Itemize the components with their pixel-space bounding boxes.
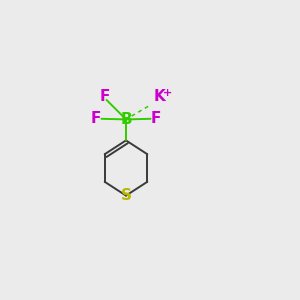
Text: F: F xyxy=(151,111,161,126)
Text: S: S xyxy=(121,188,131,203)
Text: F: F xyxy=(100,89,110,104)
Text: F: F xyxy=(91,111,101,126)
Text: +: + xyxy=(163,88,172,98)
Text: K: K xyxy=(154,89,166,104)
Text: B: B xyxy=(120,112,132,127)
